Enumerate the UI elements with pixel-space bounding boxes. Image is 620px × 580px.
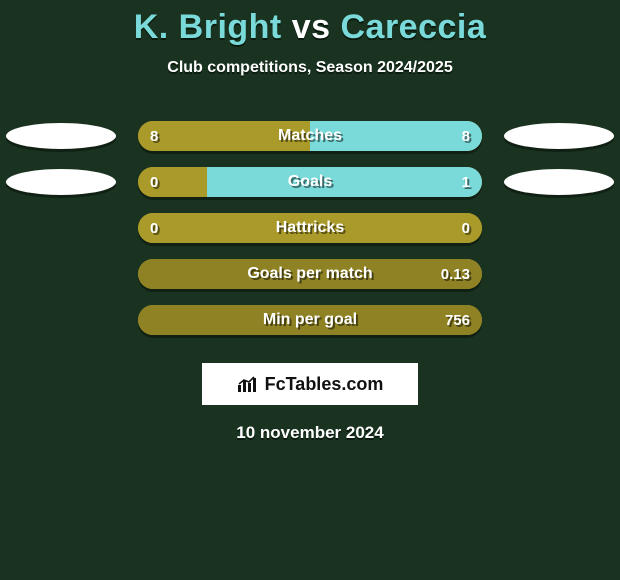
branding-text: FcTables.com xyxy=(265,374,384,395)
team-logo-left xyxy=(6,123,116,149)
subtitle: Club competitions, Season 2024/2025 xyxy=(0,59,620,77)
stat-bar: 00Hattricks xyxy=(138,213,482,243)
stat-bar: 756Min per goal xyxy=(138,305,482,335)
comparison-widget: K. Bright vs Careccia Club competitions,… xyxy=(0,0,620,580)
stat-bar: 88Matches xyxy=(138,121,482,151)
stat-row: 756Min per goal xyxy=(0,297,620,343)
team-logo-right xyxy=(504,123,614,149)
player-a-name: K. Bright xyxy=(134,8,282,46)
title-vs: vs xyxy=(282,8,341,46)
stat-row: 88Matches xyxy=(0,113,620,159)
branding-badge[interactable]: FcTables.com xyxy=(202,363,418,405)
bar-fill-left xyxy=(138,213,482,243)
team-logo-right xyxy=(504,169,614,195)
stat-row: 01Goals xyxy=(0,159,620,205)
bar-fill-left xyxy=(138,167,207,197)
bar-fill-right xyxy=(138,259,482,289)
bar-fill-right xyxy=(138,305,482,335)
stat-bar: 01Goals xyxy=(138,167,482,197)
stat-rows: 88Matches 01Goals 00Hattricks 0.13Goals per… xyxy=(0,113,620,343)
bar-fill-left xyxy=(138,121,310,151)
player-b-name: Careccia xyxy=(340,8,486,46)
bar-fill-right xyxy=(310,121,482,151)
page-title: K. Bright vs Careccia xyxy=(0,8,620,47)
stat-row: 00Hattricks xyxy=(0,205,620,251)
bar-fill-right xyxy=(207,167,482,197)
stat-bar: 0.13Goals per match xyxy=(138,259,482,289)
snapshot-date: 10 november 2024 xyxy=(0,423,620,443)
stat-row: 0.13Goals per match xyxy=(0,251,620,297)
team-logo-left xyxy=(6,169,116,195)
chart-icon xyxy=(237,375,259,393)
